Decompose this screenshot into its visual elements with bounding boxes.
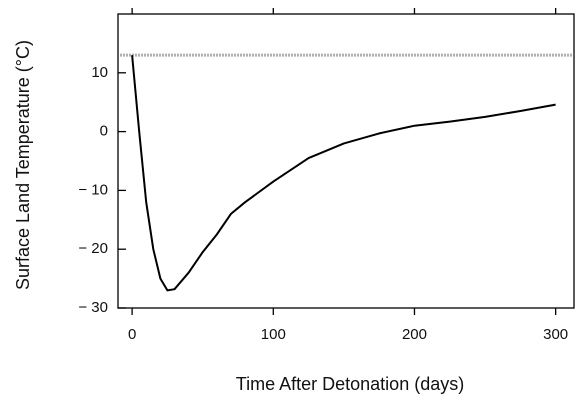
x-tick-label: 300: [543, 326, 568, 343]
y-tick-label: 0: [100, 123, 108, 140]
x-tick-label: 200: [402, 326, 427, 343]
x-tick-label: 0: [128, 326, 136, 343]
y-axis-label: Surface Land Temperature (°C): [13, 40, 33, 290]
y-tick-label: − 10: [78, 181, 108, 198]
y-tick-label: − 30: [78, 299, 108, 316]
x-axis-label: Time After Detonation (days): [236, 374, 464, 394]
y-tick-label: − 20: [78, 240, 108, 257]
x-tick-label: 100: [261, 326, 286, 343]
series-line: [131, 55, 556, 292]
plot-frame: [117, 13, 575, 309]
y-tick-label: 10: [91, 64, 108, 81]
